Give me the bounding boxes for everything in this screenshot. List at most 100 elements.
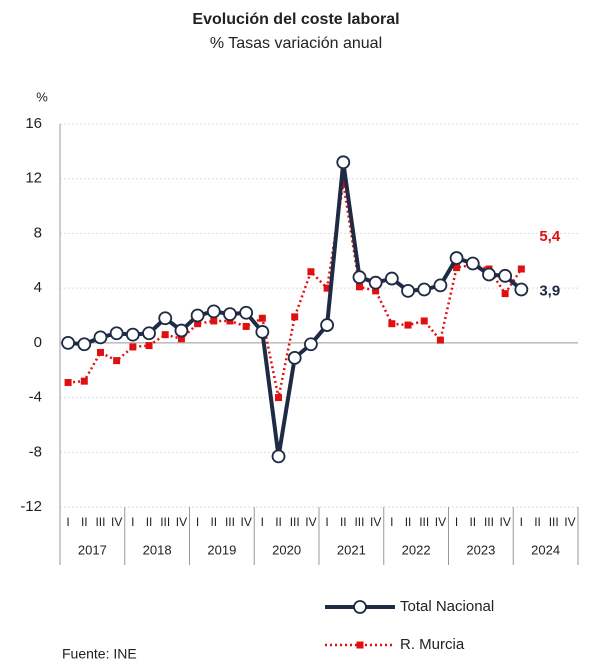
value-label: 5,4 xyxy=(539,228,561,245)
x-tick-label: IV xyxy=(370,515,381,529)
x-tick-label: II xyxy=(275,515,282,529)
marker xyxy=(368,275,383,290)
year-label: 2024 xyxy=(531,542,560,557)
marker xyxy=(125,327,140,342)
x-tick-label: II xyxy=(534,515,541,529)
x-tick-label: I xyxy=(196,515,199,529)
marker xyxy=(304,337,318,352)
marker xyxy=(271,449,286,464)
marker xyxy=(388,320,396,328)
marker xyxy=(498,268,513,283)
marker xyxy=(93,330,108,345)
y-tick-label: 4 xyxy=(34,279,42,296)
value-label: 3,9 xyxy=(539,282,560,299)
marker xyxy=(242,322,250,330)
marker xyxy=(275,394,283,402)
marker xyxy=(113,357,121,365)
x-tick-label: I xyxy=(520,515,523,529)
x-tick-label: II xyxy=(405,515,412,529)
x-tick-label: IV xyxy=(499,515,510,529)
x-tick-label: I xyxy=(455,515,458,529)
y-tick-label: -4 xyxy=(29,389,42,406)
marker xyxy=(320,318,334,332)
marker xyxy=(210,317,218,325)
x-tick-label: IV xyxy=(564,515,575,529)
y-tick-label: -12 xyxy=(20,498,42,515)
marker xyxy=(433,278,448,293)
y-tick-label: 16 xyxy=(25,115,42,132)
year-label: 2019 xyxy=(207,542,236,557)
x-tick-label: I xyxy=(261,515,264,529)
marker xyxy=(465,256,480,271)
marker xyxy=(291,313,299,321)
year-label: 2023 xyxy=(466,542,495,557)
marker xyxy=(323,284,331,292)
series-line xyxy=(67,160,523,459)
marker xyxy=(404,321,412,329)
marker xyxy=(453,264,461,272)
x-tick-label: II xyxy=(81,515,88,529)
x-tick-label: I xyxy=(390,515,393,529)
chart-subtitle: % Tasas variación anual xyxy=(210,35,382,52)
y-axis-label: % xyxy=(36,89,48,104)
marker xyxy=(158,311,173,326)
marker xyxy=(206,304,221,319)
marker xyxy=(77,337,92,352)
x-tick-label: II xyxy=(210,515,217,529)
marker xyxy=(401,283,415,298)
year-label: 2020 xyxy=(272,542,301,557)
legend-label: R. Murcia xyxy=(400,636,465,653)
marker xyxy=(258,314,266,322)
marker xyxy=(129,343,137,351)
year-label: 2018 xyxy=(143,542,172,557)
marker xyxy=(80,377,88,385)
x-tick-label: IV xyxy=(305,515,316,529)
y-tick-label: 0 xyxy=(34,334,42,351)
legend-marker xyxy=(353,600,367,614)
marker xyxy=(482,267,496,282)
x-tick-label: III xyxy=(95,515,105,529)
x-tick-label: IV xyxy=(176,515,187,529)
marker xyxy=(436,336,444,344)
x-tick-label: IV xyxy=(435,515,446,529)
marker xyxy=(339,179,347,187)
marker xyxy=(417,282,432,297)
marker xyxy=(61,335,75,350)
x-tick-label: II xyxy=(340,515,347,529)
marker xyxy=(420,317,428,325)
x-tick-label: IV xyxy=(111,515,122,529)
x-tick-label: II xyxy=(469,515,476,529)
marker xyxy=(517,265,525,273)
marker xyxy=(174,323,189,338)
y-tick-label: 12 xyxy=(25,170,42,187)
marker xyxy=(223,307,237,322)
marker xyxy=(142,326,156,341)
marker xyxy=(352,270,367,285)
marker xyxy=(190,308,205,323)
marker xyxy=(336,155,351,170)
marker xyxy=(449,251,464,265)
legend-marker xyxy=(356,641,364,649)
marker xyxy=(384,271,399,286)
y-tick-label: -8 xyxy=(29,443,42,460)
marker xyxy=(307,268,315,276)
x-tick-label: III xyxy=(484,515,494,529)
marker xyxy=(177,335,185,343)
marker xyxy=(501,290,509,298)
marker xyxy=(255,325,270,339)
marker xyxy=(96,348,104,356)
marker xyxy=(109,326,124,341)
x-tick-label: III xyxy=(290,515,300,529)
legend-label: Total Nacional xyxy=(400,598,494,615)
marker xyxy=(287,351,302,365)
x-tick-label: III xyxy=(549,515,559,529)
year-label: 2017 xyxy=(78,542,107,557)
marker xyxy=(161,331,169,339)
chart-title: Evolución del coste laboral xyxy=(192,11,399,28)
x-tick-label: III xyxy=(160,515,170,529)
x-tick-label: III xyxy=(354,515,364,529)
x-tick-label: III xyxy=(225,515,235,529)
x-tick-label: I xyxy=(66,515,69,529)
x-tick-label: I xyxy=(325,515,328,529)
